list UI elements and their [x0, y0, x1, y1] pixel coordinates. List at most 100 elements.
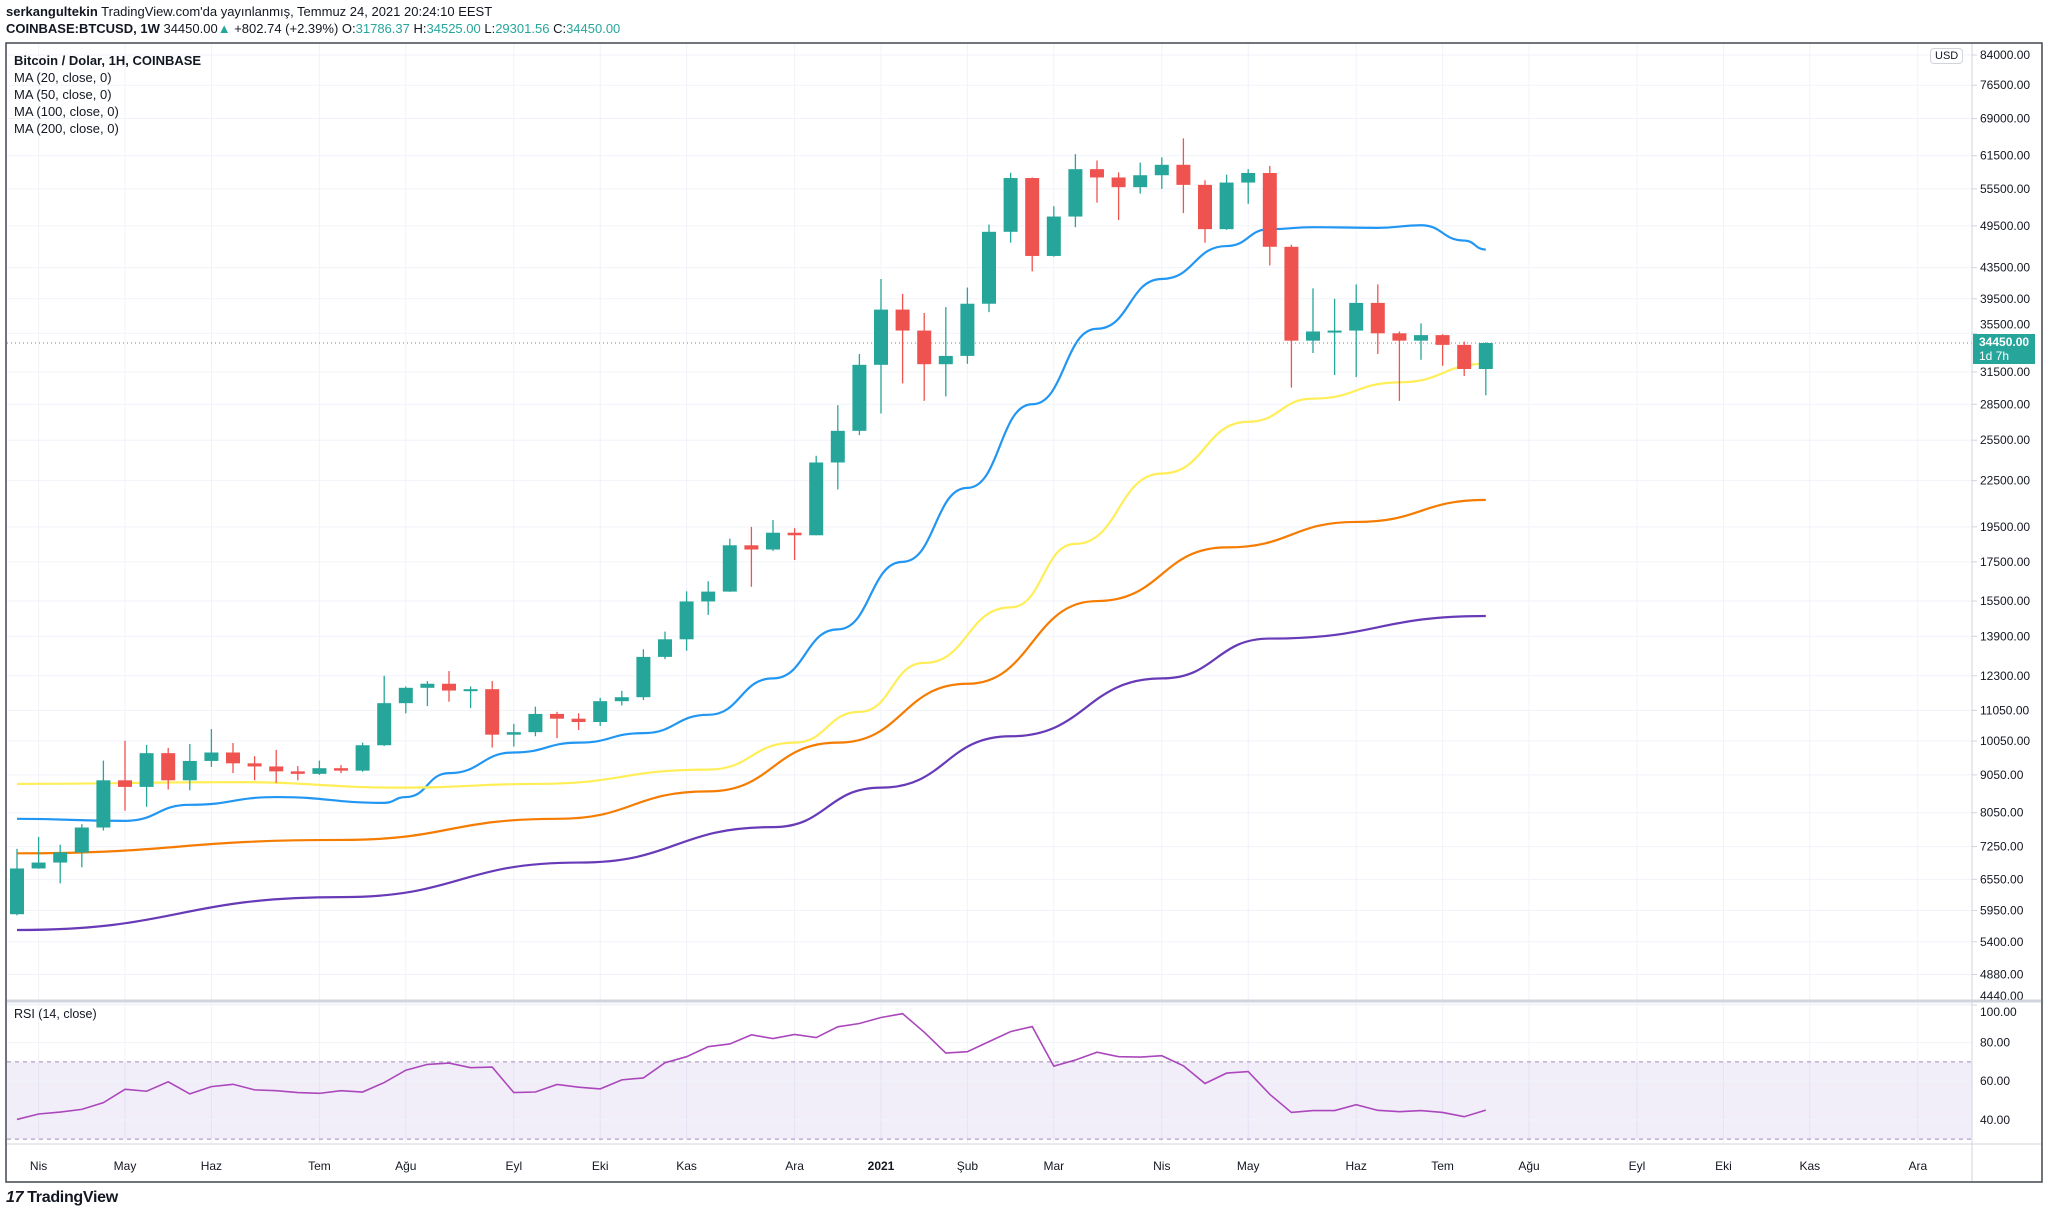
candle-up	[766, 519, 780, 551]
candle-body	[874, 309, 888, 365]
candle-up	[636, 649, 651, 701]
currency-badge[interactable]: USD	[1930, 48, 1964, 64]
candle-body	[1133, 175, 1148, 188]
candle-body	[1046, 216, 1061, 256]
candle-down	[1392, 331, 1407, 401]
candle-down	[485, 681, 500, 748]
tradingview-logo[interactable]: 17 TradingView	[6, 1189, 118, 1207]
price-axis-label: 10050.00	[1980, 734, 2030, 748]
candle-down	[1176, 138, 1191, 214]
close-value: 34450.00	[566, 21, 621, 36]
candle-down	[744, 526, 759, 587]
candle-body	[1349, 302, 1364, 331]
candle-body	[722, 545, 737, 592]
candle-up	[53, 844, 68, 884]
price-axis-label: 76500.00	[1980, 78, 2030, 92]
candle-down	[1284, 244, 1299, 388]
candle-body	[1435, 335, 1450, 345]
candle-up	[204, 729, 219, 767]
legend-title: Bitcoin / Dolar, 1H, COINBASE	[14, 53, 202, 68]
symbol-label: COINBASE:BTCUSD, 1W	[6, 21, 160, 36]
candle-body	[571, 718, 586, 723]
candle-body	[744, 545, 759, 550]
price-axis-label: 11050.00	[1980, 703, 2029, 717]
candle-body	[377, 703, 392, 746]
candle-down	[1370, 284, 1385, 354]
candle-up	[1349, 284, 1364, 378]
last-price: 34450.00	[163, 21, 218, 36]
price-axis-label: 55500.00	[1980, 182, 2030, 196]
candle-up	[1219, 174, 1234, 230]
candle-up	[506, 723, 521, 747]
rsi-axis-label: 60.00	[1980, 1074, 2010, 1088]
candle-body	[658, 639, 672, 657]
candle-body	[528, 713, 543, 733]
price-change: +802.74 (+2.39%)	[234, 21, 339, 36]
candle-up	[1241, 169, 1256, 204]
candle-up	[852, 353, 867, 436]
candle-body	[53, 852, 68, 863]
low-label: L:	[484, 21, 496, 36]
candle-body	[1111, 177, 1126, 188]
legend-ma50[interactable]: MA (50, close, 0)	[14, 87, 112, 102]
time-axis-label: 2021	[868, 1159, 895, 1173]
candle-down	[1435, 334, 1450, 366]
legend-ma100[interactable]: MA (100, close, 0)	[14, 104, 119, 119]
candle-body	[269, 766, 284, 772]
candle-up	[355, 742, 370, 772]
rsi-axis-label: 100.00	[1980, 1005, 2017, 1019]
candle-down	[442, 671, 456, 702]
candle-body	[1306, 331, 1320, 341]
price-axis-label: 84000.00	[1980, 48, 2030, 62]
candle-body	[1219, 182, 1234, 230]
ma-line-ma50	[16, 362, 1486, 789]
candle-body	[420, 683, 435, 688]
legend-ma200[interactable]: MA (200, close, 0)	[14, 121, 119, 136]
price-axis-label: 19500.00	[1980, 520, 2030, 534]
candle-up	[312, 760, 327, 775]
open-value: 31786.37	[355, 21, 410, 36]
price-axis-label: 35500.00	[1980, 317, 2030, 331]
candle-body	[679, 601, 694, 640]
rsi-legend[interactable]: RSI (14, close)	[14, 1007, 97, 1021]
candle-body	[463, 689, 478, 692]
candle-body	[1025, 178, 1040, 256]
close-label: C:	[553, 21, 567, 36]
candle-up	[10, 848, 24, 916]
candle-up	[722, 538, 737, 592]
time-axis-label: Mar	[1043, 1159, 1064, 1173]
author-name[interactable]: serkangultekin	[6, 4, 98, 19]
candle-down	[787, 528, 802, 560]
candle-up	[1306, 288, 1320, 353]
candle-down	[1262, 165, 1277, 266]
time-axis-label: Nis	[30, 1159, 47, 1173]
candle-body	[1392, 333, 1407, 341]
symbol-info: COINBASE:BTCUSD, 1W 34450.00▲ +802.74 (+…	[6, 21, 620, 36]
candle-up	[420, 681, 435, 707]
high-label: H:	[413, 21, 427, 36]
chart-legend: Bitcoin / Dolar, 1H, COINBASE MA (20, cl…	[14, 52, 201, 137]
grid-lines	[7, 44, 1972, 1143]
ma-line-ma200	[16, 614, 1486, 932]
candle-body	[442, 683, 456, 691]
candle-body	[787, 532, 802, 536]
candle-body	[290, 771, 305, 774]
time-axis-label: Eki	[1715, 1159, 1732, 1173]
time-axis-label: May	[1237, 1159, 1260, 1173]
candle-body	[1068, 169, 1083, 217]
candle-body	[1414, 335, 1428, 341]
candle-body	[1241, 173, 1256, 183]
candle-up	[1414, 323, 1428, 360]
candle-body	[398, 687, 413, 704]
candle-body	[1198, 184, 1212, 230]
rsi-band	[7, 1003, 1972, 1140]
candle-body	[1154, 164, 1169, 176]
price-axis-label: 4880.00	[1980, 967, 2024, 981]
candle-up	[960, 287, 975, 364]
price-axis-label: 39500.00	[1980, 292, 2030, 306]
legend-ma20[interactable]: MA (20, close, 0)	[14, 70, 112, 85]
candle-up	[1327, 298, 1342, 376]
candle-up	[679, 591, 694, 651]
time-axis-label: Ağu	[1518, 1159, 1539, 1173]
